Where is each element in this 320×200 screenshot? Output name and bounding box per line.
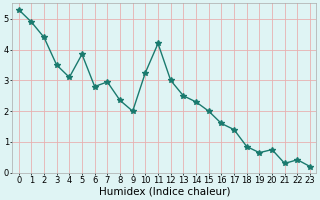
X-axis label: Humidex (Indice chaleur): Humidex (Indice chaleur) [99,187,230,197]
